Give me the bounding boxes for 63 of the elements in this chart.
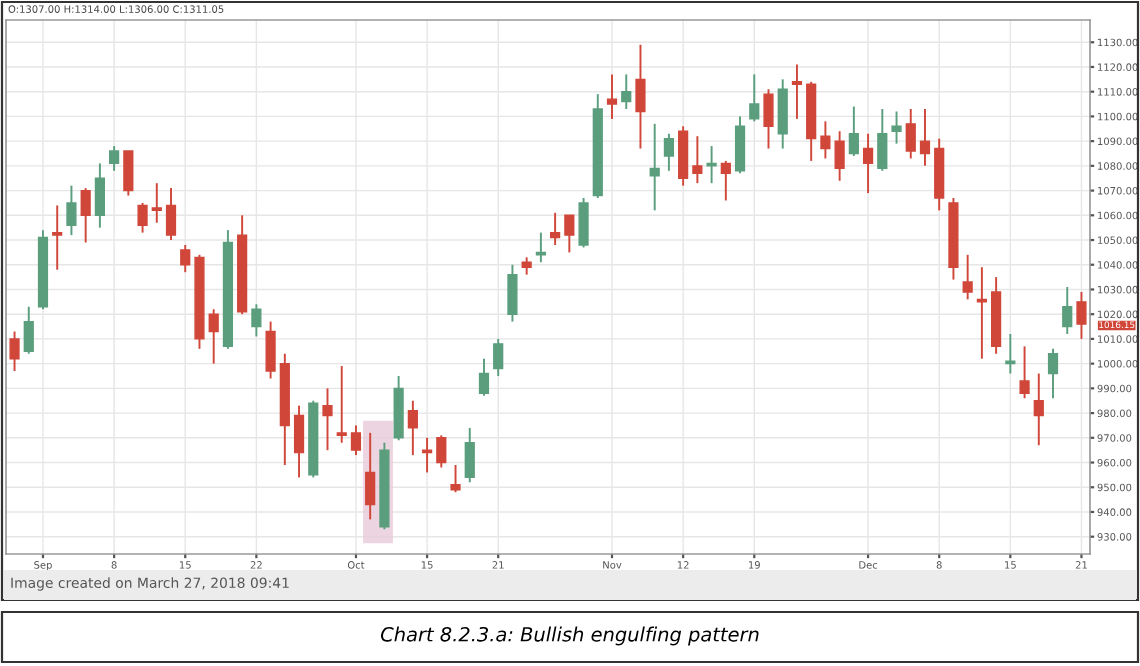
candlestick [820, 120, 831, 160]
candlestick [763, 88, 774, 150]
candlestick [663, 132, 675, 172]
candlestick [550, 211, 561, 246]
candlestick [649, 122, 660, 212]
candlestick [109, 145, 120, 172]
candlestick [734, 115, 746, 175]
candlestick [1047, 347, 1059, 400]
candlestick [165, 187, 177, 241]
candlestick [706, 145, 717, 185]
candlestick [94, 162, 105, 229]
candlestick [848, 105, 859, 157]
candlestick [535, 231, 546, 264]
candlestick [1062, 286, 1073, 335]
candlestick [976, 266, 987, 360]
candlestick [336, 365, 347, 444]
candlestick [962, 253, 973, 301]
candlestick [749, 73, 760, 123]
candlestick [564, 214, 575, 254]
candlestick [23, 305, 34, 355]
candlestick [208, 308, 219, 365]
candlestick [1033, 372, 1044, 447]
candlestick [407, 399, 418, 457]
candlestick [1019, 345, 1030, 400]
candlestick [421, 436, 433, 474]
candlestick [180, 244, 191, 274]
candlestick [322, 387, 333, 452]
candlestick [621, 73, 632, 110]
candlestick [478, 357, 490, 397]
candlestick [436, 434, 447, 469]
candlestick [350, 424, 362, 457]
candlestick [265, 320, 276, 380]
candlestick [1005, 333, 1016, 375]
candlestick [464, 426, 475, 484]
candlestick [919, 108, 931, 167]
candlestick [905, 108, 916, 160]
candlestick [293, 404, 305, 479]
candlestick [834, 130, 845, 182]
candlestick [80, 187, 91, 244]
candlestick [791, 63, 803, 120]
candlestick [507, 263, 518, 323]
candlestick [9, 330, 20, 373]
candlestick [450, 464, 461, 494]
candlestick [877, 108, 888, 172]
candlestick [365, 431, 376, 521]
candlestick [493, 337, 504, 377]
text: Chart 8.2.3.a: Bullish engulfing pattern [380, 626, 759, 646]
candlestick [66, 184, 77, 237]
candlestick [251, 303, 262, 338]
candlestick [777, 78, 788, 150]
candlestick [862, 132, 874, 195]
candlestick [123, 150, 134, 197]
candlestick [891, 110, 902, 145]
candlestick [678, 125, 689, 187]
candlestick [692, 135, 703, 185]
candlestick [52, 204, 63, 271]
candlestick [151, 182, 162, 224]
candlestick [720, 159, 731, 202]
candlestick [1076, 290, 1087, 340]
candlestick [137, 201, 148, 234]
candlestick [635, 43, 646, 150]
candlestick [606, 73, 618, 120]
candlestick [578, 197, 589, 249]
